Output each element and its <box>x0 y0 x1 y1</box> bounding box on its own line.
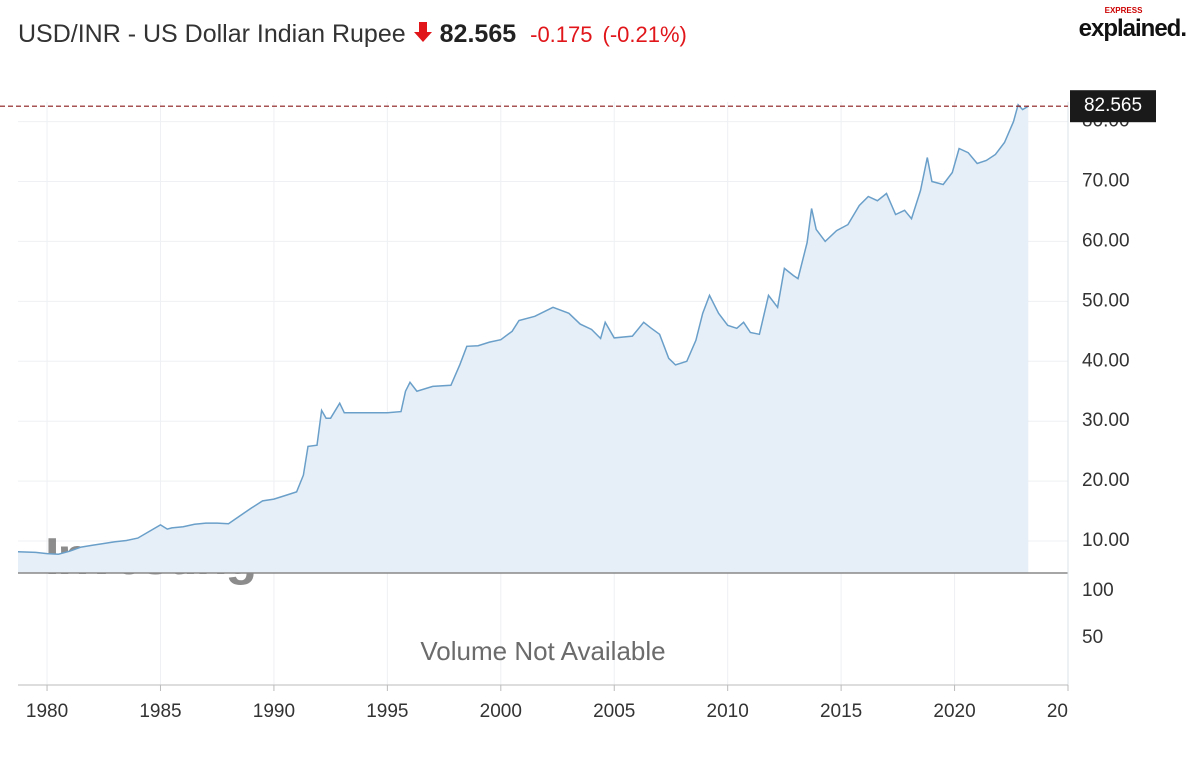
x-tick-label: 2010 <box>707 701 749 722</box>
y-tick-label: 60.00 <box>1082 230 1130 251</box>
x-tick-label: 2020 <box>933 701 975 722</box>
last-price-box <box>1070 90 1156 123</box>
volume-note: Volume Not Available <box>420 636 665 666</box>
logo: EXPRESS explained. <box>1078 6 1187 43</box>
price-line <box>17 103 1029 555</box>
vol-tick-label: 50 <box>1082 627 1103 648</box>
x-tick-label: 1995 <box>366 701 408 722</box>
y-tick-label: 30.00 <box>1082 410 1130 431</box>
y-tick-label: 20.00 <box>1082 470 1130 491</box>
header: USD/INR - US Dollar Indian Rupee 82.565 … <box>18 20 687 49</box>
down-arrow <box>413 22 432 42</box>
change: -0.175 <box>530 22 593 47</box>
logo-big: explained. <box>1078 15 1187 42</box>
x-tick-label: 2005 <box>593 701 635 722</box>
title: USD/INR - US Dollar Indian Rupee <box>18 20 406 48</box>
y-tick-label: 10.00 <box>1082 530 1130 551</box>
logo-small: EXPRESS <box>1104 6 1143 15</box>
x-tick-label: 2000 <box>480 701 522 722</box>
y-tick-label: 50.00 <box>1082 290 1130 311</box>
x-tick-label: 2015 <box>820 701 862 722</box>
vol-tick-label: 100 <box>1082 580 1114 601</box>
x-tick-label: 1980 <box>26 701 68 722</box>
change-pct: (-0.21%) <box>602 22 687 47</box>
area-fill <box>18 104 1029 574</box>
x-tick-label: 1985 <box>139 701 181 722</box>
price: 82.565 <box>439 20 517 48</box>
last-price-label: 82.565 <box>1084 95 1142 116</box>
y-tick-label: 40.00 <box>1082 350 1130 371</box>
x-tick-label: 1990 <box>253 701 295 722</box>
x-tick-label: 2025 <box>1047 701 1089 722</box>
y-tick-label: 70.00 <box>1082 171 1130 192</box>
